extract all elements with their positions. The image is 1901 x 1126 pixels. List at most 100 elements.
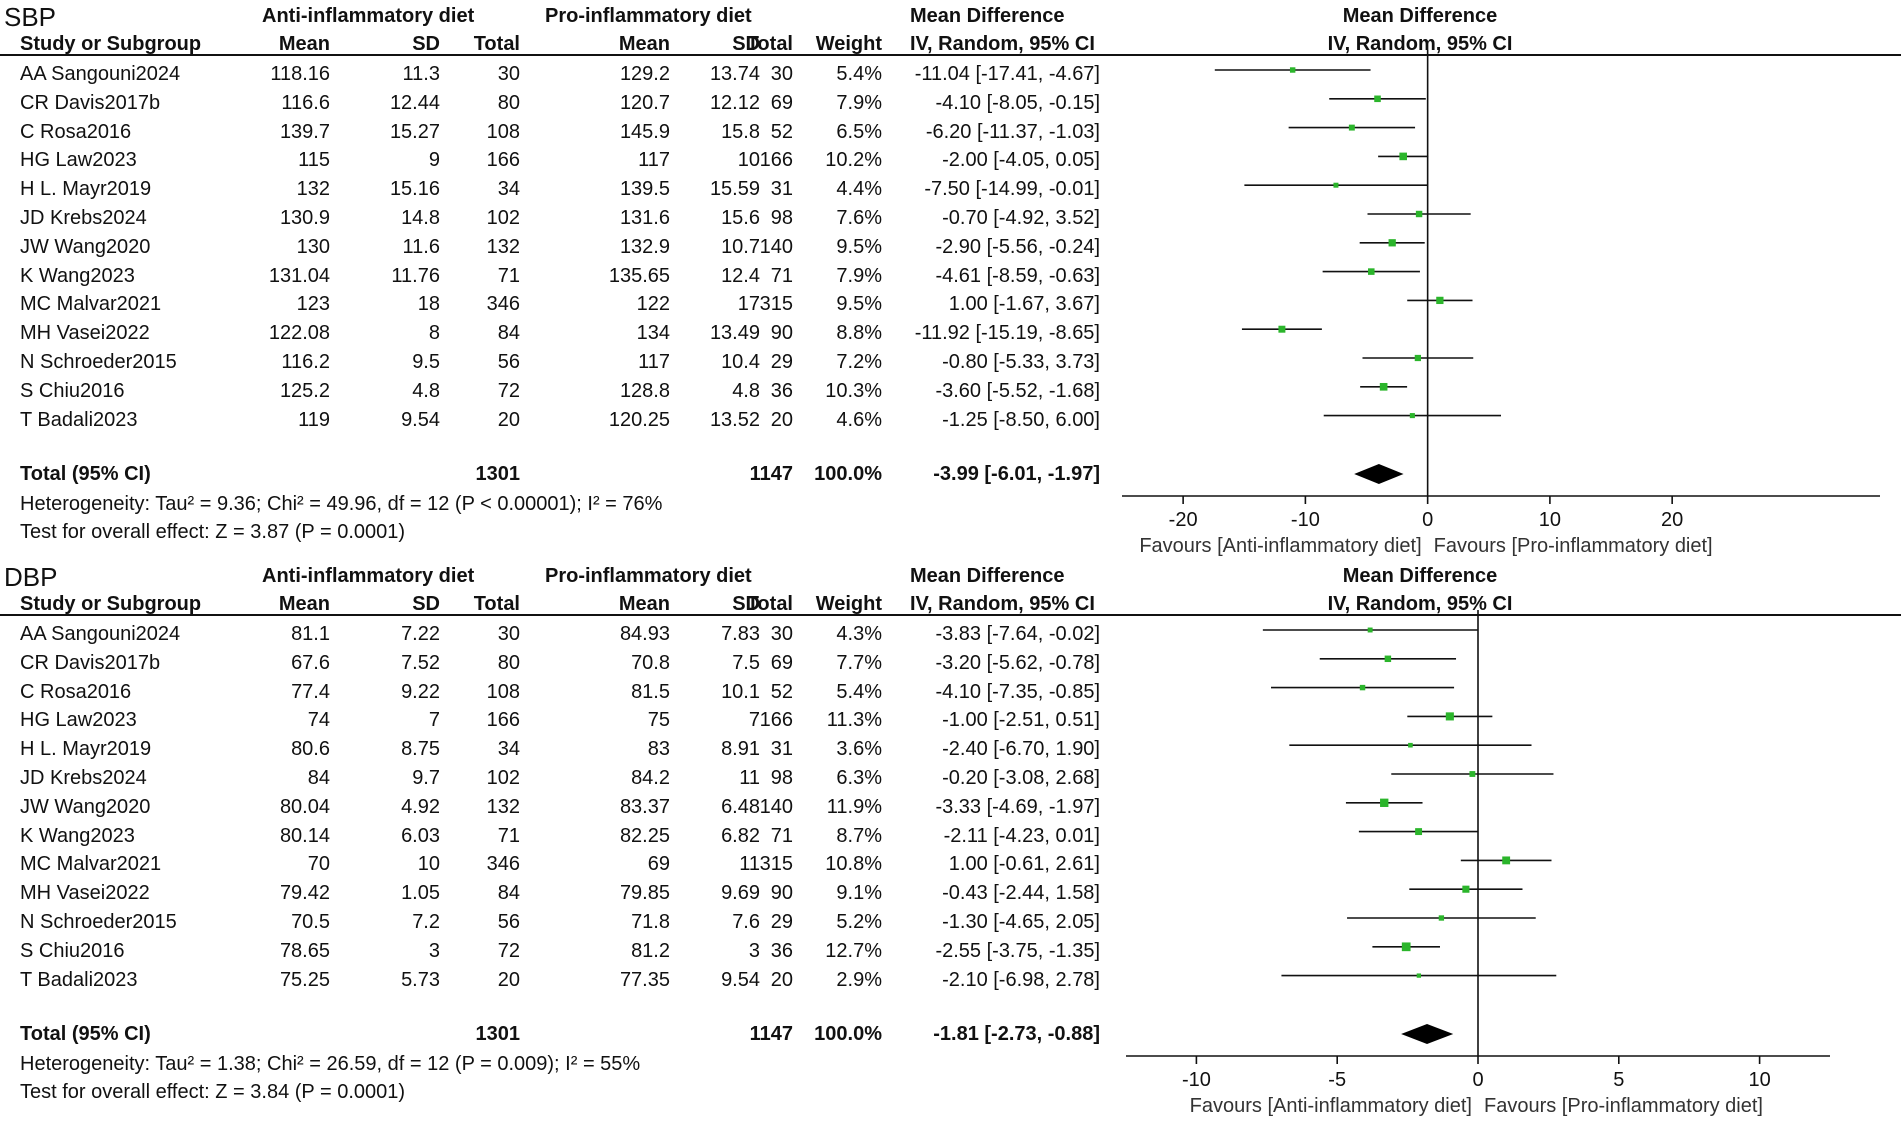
study-weight: 9.5% [836,235,882,258]
study-weight: 7.6% [836,207,882,229]
anti-sd: 5.73 [401,968,440,991]
effect-point [1380,798,1389,807]
x-tick-label: 10 [1539,509,1561,531]
pro-total: 20 [770,968,793,991]
total-pro-n: 1147 [749,1023,793,1045]
pro-mean: 145.9 [619,120,670,143]
pro-mean: 79.85 [619,882,670,905]
study-weight: 9.5% [836,293,882,316]
pro-mean: 84.93 [619,623,670,645]
pro-mean: 120.7 [619,91,670,114]
pro-total: 90 [770,322,793,345]
study-weight: 4.4% [836,178,882,201]
total-label: Total (95% CI) [20,463,151,485]
study-name: H L. Mayr2019 [20,178,152,201]
anti-sd: 14.8 [401,207,440,229]
study-ci: -3.20 [-5.62, -0.78] [935,651,1100,674]
pro-sd: 11 [739,853,760,876]
study-name: HG Law2023 [20,709,137,732]
pro-sd: 10.7 [721,235,760,258]
anti-mean: 130 [296,235,330,258]
study-header: Study or Subgroup [20,593,202,615]
x-tick-label: -20 [1169,509,1198,531]
pro-mean: 139.5 [619,178,670,201]
pro-sd: 15.59 [709,178,760,201]
study-name: N Schroeder2015 [20,351,177,373]
effect-point [1399,152,1407,161]
effect-point [1379,382,1388,391]
study-weight: 5.4% [836,63,882,85]
pro-sd: 12.4 [721,264,760,287]
study-weight: 11.3% [826,709,882,732]
pro-sd: 3 [748,939,760,962]
x-tick-label: 5 [1613,1069,1624,1091]
pro-mean: 82.25 [619,824,670,847]
study-weight: 7.2% [836,351,882,373]
pro-mean: 117 [638,149,670,172]
study-ci: -1.30 [-4.65, 2.05] [942,911,1100,933]
pro-sd: 7 [748,709,760,732]
effect-point [1502,856,1511,865]
pro-total: 36 [770,379,793,402]
study-ci: -7.50 [-14.99, -0.01] [924,178,1100,201]
pro-mean: 77.35 [619,968,670,991]
pro-total: 31 [770,738,793,761]
study-weight: 7.9% [836,91,882,114]
effect-point [1415,210,1423,218]
anti-mean: 116.2 [281,351,330,373]
study-ci: -11.04 [-17.41, -4.67] [914,63,1100,85]
pro-sd: 15.8 [721,120,760,143]
study-weight: 2.9% [836,968,882,991]
study-ci: 1.00 [-0.61, 2.61] [948,853,1100,876]
effect-point [1438,915,1445,921]
x-tick-label: 10 [1748,1069,1770,1091]
pro-mean: 131.6 [619,207,670,229]
effect-point [1436,296,1444,305]
pro-sd: 7.6 [732,911,760,933]
pro-mean: 70.8 [631,651,670,674]
study-name: CR Davis2017b [20,651,161,674]
pro-group-header: Pro-inflammatory diet [545,5,752,27]
total-header: Total [473,33,520,55]
anti-mean: 116.6 [281,91,330,114]
pro-sd: 9.54 [721,968,760,991]
weight-header: Weight [815,593,882,615]
pro-mean: 135.65 [608,264,670,287]
total-header: Total [746,593,793,615]
pro-mean: 132.9 [619,235,670,258]
anti-mean: 131.04 [268,264,330,287]
anti-total: 84 [497,882,520,905]
pro-group-header: Pro-inflammatory diet [545,565,752,587]
anti-total: 20 [497,408,520,431]
total-weight: 100.0% [814,463,882,485]
anti-mean: 78.65 [279,939,330,962]
pro-total: 52 [770,120,793,143]
study-ci: -2.40 [-6.70, 1.90] [942,738,1100,761]
anti-total: 102 [486,767,520,789]
study-weight: 10.3% [825,379,882,402]
sd-header: SD [412,33,440,55]
total-anti-n: 1301 [475,1023,521,1045]
effect-point [1384,655,1392,663]
plot-title: Mean Difference [1342,5,1498,27]
study-ci: -2.00 [-4.05, 0.05] [942,149,1100,172]
study-ci: -2.55 [-3.75, -1.35] [935,939,1100,962]
anti-sd: 18 [417,293,440,316]
md-method-header: IV, Random, 95% CI [910,33,1095,55]
pro-mean: 134 [636,322,670,345]
panel-title: SBP [4,2,57,32]
study-ci: -11.92 [-15.19, -8.65] [914,322,1100,345]
pro-sd: 7.83 [721,623,760,645]
pro-mean: 117 [638,351,670,373]
study-weight: 7.7% [836,651,882,674]
x-tick-label: 0 [1472,1069,1483,1091]
x-tick-label: -10 [1291,509,1320,531]
study-weight: 8.7% [836,824,882,847]
anti-total: 71 [497,264,520,287]
total-header: Total [473,593,520,615]
overall-effect-stat: Test for overall effect: Z = 3.87 (P = 0… [20,521,406,543]
pro-mean: 75 [647,709,670,732]
anti-mean: 84 [307,767,330,789]
study-weight: 10.2% [825,149,882,172]
effect-point [1445,712,1454,721]
